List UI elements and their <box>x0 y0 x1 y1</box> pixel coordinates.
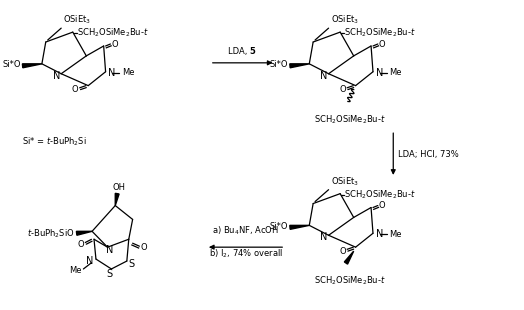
Text: SCH$_2$OSiMe$_2$Bu-$t$: SCH$_2$OSiMe$_2$Bu-$t$ <box>77 27 148 39</box>
Text: N: N <box>108 68 116 78</box>
Text: OSiEt$_3$: OSiEt$_3$ <box>331 175 359 188</box>
Polygon shape <box>23 64 42 68</box>
Text: O: O <box>340 247 346 256</box>
Text: Me: Me <box>389 230 402 239</box>
Text: Si*O: Si*O <box>269 222 288 231</box>
Text: O: O <box>72 85 79 94</box>
Text: OH: OH <box>113 183 126 192</box>
Text: a) Bu$_4$NF, AcOH: a) Bu$_4$NF, AcOH <box>212 225 279 237</box>
Text: LDA,: LDA, <box>228 47 250 56</box>
Text: O: O <box>340 85 346 94</box>
Text: Me: Me <box>69 267 81 276</box>
Polygon shape <box>77 231 92 235</box>
Polygon shape <box>344 251 354 264</box>
Text: Si*O: Si*O <box>269 60 288 69</box>
Text: N: N <box>320 71 328 81</box>
Text: N: N <box>106 245 113 255</box>
Text: SCH$_2$OSiMe$_2$Bu-$t$: SCH$_2$OSiMe$_2$Bu-$t$ <box>314 275 386 287</box>
Text: SCH$_2$OSiMe$_2$Bu-$t$: SCH$_2$OSiMe$_2$Bu-$t$ <box>344 27 416 39</box>
Text: N: N <box>53 71 60 81</box>
Text: LDA; HCl, 73%: LDA; HCl, 73% <box>398 149 459 158</box>
Text: Si*O: Si*O <box>2 60 20 69</box>
Text: SCH$_2$OSiMe$_2$Bu-$t$: SCH$_2$OSiMe$_2$Bu-$t$ <box>314 113 386 126</box>
Text: S: S <box>106 269 113 279</box>
Text: O: O <box>78 240 84 249</box>
Text: O: O <box>379 201 386 210</box>
Text: $t$-BuPh$_2$SiO: $t$-BuPh$_2$SiO <box>27 227 75 240</box>
Text: SCH$_2$OSiMe$_2$Bu-$t$: SCH$_2$OSiMe$_2$Bu-$t$ <box>344 188 416 201</box>
Text: Si* = $t$-BuPh$_2$Si: Si* = $t$-BuPh$_2$Si <box>21 135 86 148</box>
Text: S: S <box>128 259 135 269</box>
Polygon shape <box>290 64 309 68</box>
Text: 5: 5 <box>249 47 255 56</box>
Polygon shape <box>115 193 119 206</box>
Text: O: O <box>140 243 147 252</box>
Text: N: N <box>376 229 383 239</box>
Text: Me: Me <box>389 68 402 77</box>
Text: OSiEt$_3$: OSiEt$_3$ <box>63 14 91 26</box>
Polygon shape <box>290 225 309 229</box>
Text: Me: Me <box>122 68 135 77</box>
Text: O: O <box>379 39 386 48</box>
Text: N: N <box>320 232 328 242</box>
Text: OSiEt$_3$: OSiEt$_3$ <box>331 14 359 26</box>
Text: N: N <box>85 256 93 266</box>
Text: O: O <box>112 39 118 48</box>
Text: N: N <box>376 68 383 78</box>
Text: b) I$_2$, 74% overall: b) I$_2$, 74% overall <box>209 247 282 260</box>
